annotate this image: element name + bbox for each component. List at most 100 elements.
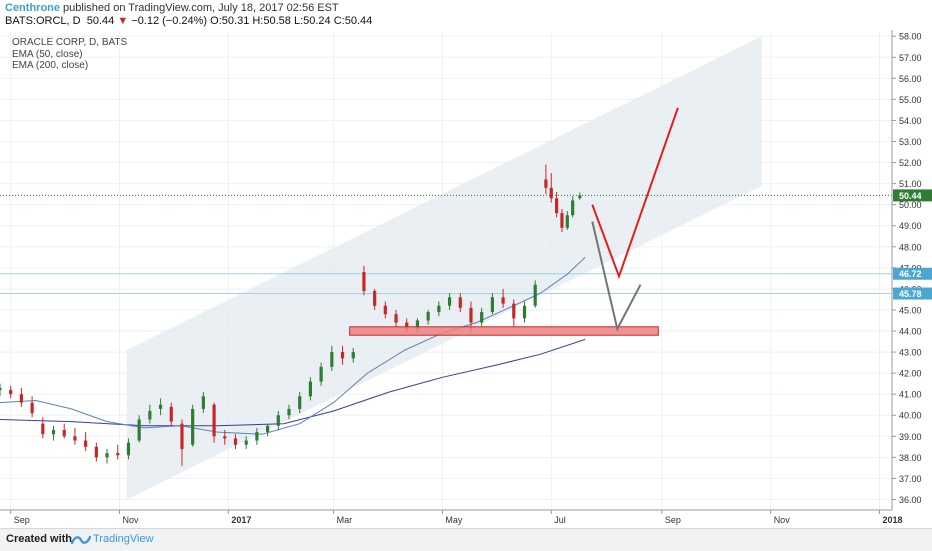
y-tick-label-21: 57.00: [899, 53, 922, 63]
candle-body-42: [447, 297, 452, 306]
candle-body-45: [480, 312, 484, 323]
x-tick-label-6: Sep: [665, 515, 681, 525]
chart-legend: ORACLE CORP, D, BATS EMA (50, close) EMA…: [12, 37, 127, 72]
candle-body-25: [266, 425, 270, 433]
symbol-label: BATS:ORCL, D: [5, 15, 81, 27]
candle-body-8: [84, 440, 88, 447]
candle-body-34: [362, 272, 366, 292]
projection-path-gray: [591, 221, 642, 332]
candle-body-54: [560, 213, 564, 228]
candle-body-0: [0, 387, 2, 390]
price-chart[interactable]: 36.00 37.00 38.00 39.00 40.00 41.00 42.00 43.00…: [0, 30, 932, 528]
x-tick-label-2: 2017: [231, 515, 251, 525]
y-tick-label-5: 41.00: [899, 390, 922, 400]
candle-body-47: [501, 297, 505, 304]
y-tick-label-9: 45.00: [899, 305, 922, 315]
price-label-bg-2: [893, 287, 932, 300]
candle-body-11: [116, 453, 120, 456]
y-tick-label-8: 44.00: [899, 327, 922, 337]
candle-body-6: [62, 429, 66, 437]
candle-body-12: [126, 442, 131, 456]
x-tick-label-7: Nov: [774, 515, 791, 525]
candle-body-28: [298, 396, 302, 409]
tradingview-logo-icon: [71, 535, 91, 545]
chart-header: Centhrone published on TradingView.com, …: [0, 0, 932, 30]
candle-body-57: [578, 195, 582, 199]
candle-body-35: [373, 291, 377, 306]
y-tick-label-14: 50.00: [899, 200, 922, 210]
candle-body-43: [458, 297, 462, 308]
candle-body-14: [148, 411, 152, 420]
tradingview-brand-link[interactable]: TradingView: [93, 533, 154, 545]
x-tick-label-3: Mar: [337, 515, 353, 525]
candle-body-39: [415, 320, 420, 329]
candle-body-30: [319, 366, 323, 382]
candle-body-36: [383, 305, 387, 315]
x-tick-label-0: Sep: [14, 515, 30, 525]
candle-body-13: [137, 419, 141, 441]
candle-body-17: [180, 423, 184, 449]
candle-body-49: [522, 305, 527, 319]
candle-body-50: [533, 284, 537, 306]
y-tick-label-15: 51.00: [899, 179, 922, 189]
candle-body-26: [276, 415, 280, 426]
price-label-2: 45.78: [899, 289, 922, 299]
candle-body-29: [308, 381, 313, 397]
created-with-label: Created with: [6, 533, 73, 545]
y-tick-label-2: 38.00: [899, 453, 922, 463]
ema50-line: [0, 256, 586, 435]
candle-body-55: [565, 215, 569, 228]
candle-body-32: [340, 352, 345, 359]
ema200-line: [0, 338, 586, 427]
author-link[interactable]: Centhrone: [5, 2, 60, 14]
candle-body-56: [571, 200, 575, 216]
x-tick-label-8: 2018: [883, 515, 903, 525]
x-tick-label-5: Jul: [554, 515, 566, 525]
candle-body-22: [233, 438, 238, 445]
candle-body-2: [19, 394, 24, 403]
y-tick-label-13: 49.00: [899, 221, 922, 231]
candle-body-44: [469, 307, 473, 323]
candle-body-9: [94, 446, 98, 458]
candle-body-27: [287, 408, 291, 416]
projection-path-red: [591, 107, 679, 280]
candle-body-24: [255, 432, 259, 441]
x-tick-label-1: Nov: [123, 515, 140, 525]
symbol-info: BATS:ORCL, D 50.44 ▼ −0.12 (−0.24%) O:50…: [5, 15, 372, 27]
candle-body-3: [30, 402, 34, 414]
last-price: 50.44: [86, 15, 115, 27]
candle-body-53: [555, 198, 559, 214]
candle-body-10: [105, 453, 109, 458]
y-tick-label-22: 58.00: [899, 32, 922, 42]
down-arrow-icon: ▼: [117, 15, 129, 27]
trend-channel: [126, 36, 762, 500]
candle-body-4: [41, 423, 45, 435]
candle-body-40: [426, 312, 430, 321]
candle-body-46: [490, 297, 494, 313]
legend-title: ORACLE CORP, D, BATS: [12, 37, 128, 48]
price-change: −0.12 (−0.24%): [131, 15, 208, 27]
x-tick-label-4: May: [445, 515, 463, 525]
y-tick-label-6: 42.00: [899, 369, 922, 379]
price-label-bg-0: [893, 189, 932, 202]
legend-ema50[interactable]: EMA (50, close): [12, 48, 83, 60]
y-tick-label-19: 55.00: [899, 95, 922, 105]
y-tick-label-4: 40.00: [899, 411, 922, 421]
y-tick-label-17: 53.00: [899, 137, 922, 147]
candle-body-52: [549, 187, 553, 199]
publish-text: published on TradingView.com, July 18, 2…: [60, 2, 339, 14]
y-tick-label-1: 37.00: [899, 474, 922, 484]
y-tick-label-0: 36.00: [899, 495, 922, 505]
y-tick-label-16: 52.00: [899, 158, 922, 168]
legend-ema200[interactable]: EMA (200, close): [12, 60, 89, 71]
candle-body-7: [73, 436, 77, 441]
publish-info: Centhrone published on TradingView.com, …: [5, 2, 339, 14]
footer-bar: Created with TradingView: [0, 528, 932, 551]
y-tick-label-3: 39.00: [899, 432, 922, 442]
support-zone: [349, 326, 659, 336]
price-label-bg-1: [893, 267, 932, 280]
candle-body-18: [191, 408, 195, 445]
candle-body-33: [351, 352, 355, 359]
candle-body-5: [51, 429, 56, 435]
candle-body-15: [158, 404, 163, 409]
